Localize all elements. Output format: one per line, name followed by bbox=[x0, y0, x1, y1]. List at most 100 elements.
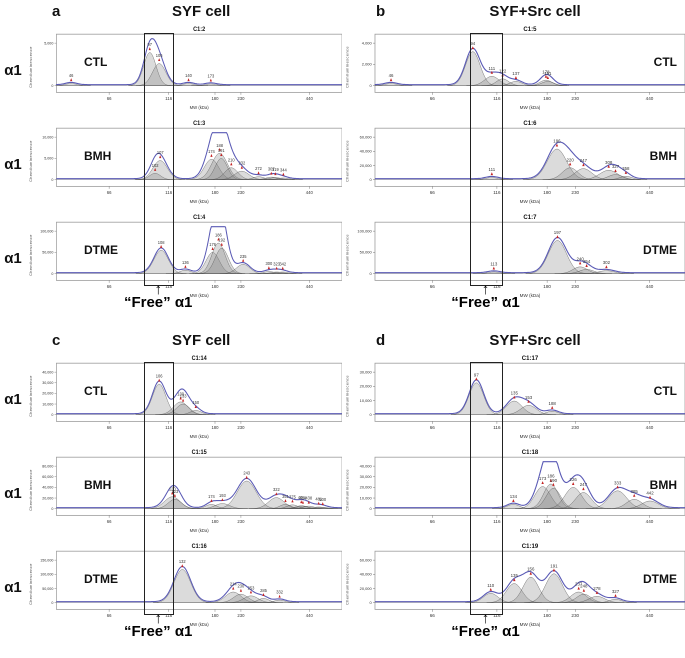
antibody-label: α1 bbox=[4, 249, 22, 267]
svg-text:180: 180 bbox=[211, 190, 219, 195]
svg-text:107: 107 bbox=[157, 150, 164, 155]
svg-text:230: 230 bbox=[571, 519, 579, 524]
svg-text:180: 180 bbox=[543, 425, 551, 430]
y-axis-title: Chemiluminescence bbox=[346, 375, 350, 417]
svg-text:180: 180 bbox=[211, 613, 219, 618]
component-peaks bbox=[152, 569, 300, 603]
svg-text:111: 111 bbox=[489, 167, 496, 172]
component-peaks bbox=[134, 153, 303, 180]
svg-text:220: 220 bbox=[566, 157, 574, 162]
svg-text:440: 440 bbox=[306, 96, 314, 101]
svg-text:230: 230 bbox=[238, 583, 245, 588]
svg-text:180: 180 bbox=[211, 284, 219, 289]
svg-text:100,000: 100,000 bbox=[40, 573, 53, 577]
svg-text:272: 272 bbox=[255, 166, 262, 171]
x-axis-title: MW (kDa) bbox=[520, 293, 541, 298]
svg-text:40,000: 40,000 bbox=[360, 149, 373, 154]
svg-text:0: 0 bbox=[369, 600, 372, 605]
x-axis-title: MW (kDa) bbox=[190, 528, 210, 533]
peak-marker-icons bbox=[489, 568, 617, 597]
svg-text:440: 440 bbox=[646, 284, 654, 289]
y-axis-title: Chemiluminescence bbox=[346, 469, 350, 511]
condition-label: BMH bbox=[649, 478, 677, 492]
svg-text:66: 66 bbox=[107, 96, 112, 101]
condition-label: DTME bbox=[643, 572, 677, 586]
y-axis-ticks: 0 5,000 bbox=[44, 41, 57, 88]
svg-text:440: 440 bbox=[306, 425, 314, 430]
svg-text:188: 188 bbox=[549, 401, 557, 406]
svg-text:50,000: 50,000 bbox=[360, 250, 373, 255]
component-peaks bbox=[465, 573, 637, 603]
svg-text:130: 130 bbox=[177, 391, 184, 396]
svg-text:140: 140 bbox=[185, 73, 192, 78]
component-peaks bbox=[135, 383, 216, 415]
panel-title: SYF+Src cell bbox=[489, 3, 581, 20]
svg-text:46: 46 bbox=[389, 73, 394, 78]
svg-text:332: 332 bbox=[276, 589, 283, 594]
panel-header: b SYF+Src cell bbox=[342, 0, 685, 23]
y-axis-title: Chemiluminescence bbox=[29, 140, 33, 182]
svg-text:440: 440 bbox=[646, 96, 654, 101]
svg-text:102: 102 bbox=[152, 163, 159, 168]
plot-frame bbox=[374, 33, 685, 93]
subplot-row: C1:7 113 197 240 254 302 0 50,000 100,000 66 116 18… bbox=[342, 211, 685, 305]
panel-a: a SYF cell α1 C1:2 46 97 106 140 173 0 5,000 66 11… bbox=[0, 0, 342, 329]
panel-letter: b bbox=[376, 3, 386, 20]
svg-text:116: 116 bbox=[165, 613, 172, 618]
svg-text:40,000: 40,000 bbox=[360, 463, 373, 468]
svg-text:210: 210 bbox=[228, 157, 235, 162]
svg-text:136: 136 bbox=[182, 260, 189, 265]
svg-text:20,000: 20,000 bbox=[360, 586, 373, 591]
svg-text:230: 230 bbox=[237, 519, 245, 524]
svg-text:108: 108 bbox=[158, 240, 165, 245]
svg-text:111: 111 bbox=[489, 66, 496, 71]
svg-text:178: 178 bbox=[542, 70, 550, 75]
svg-text:180: 180 bbox=[543, 519, 551, 524]
svg-text:285: 285 bbox=[260, 588, 267, 593]
svg-text:440: 440 bbox=[646, 425, 654, 430]
x-axis-ticks: 66 116 180 230 440 bbox=[430, 280, 654, 289]
panel-rows: C1:5 46 94 111 122 137 178 181 0 2,000 4,000 66 116 1… bbox=[342, 23, 685, 305]
subplot-row: C1:5 46 94 111 122 137 178 181 0 2,000 4,000 66 116 1… bbox=[342, 23, 685, 117]
svg-text:156: 156 bbox=[527, 567, 535, 572]
electropherogram: C1:18 134 173 186 190 226 247 333 385 442 0 10,000 2… bbox=[342, 446, 685, 540]
svg-text:20,000: 20,000 bbox=[360, 485, 373, 490]
component-peaks bbox=[450, 382, 574, 415]
subplot-row: C1:6 111 196 220 247 308 327 358 0 20,000 40,000 60… bbox=[342, 117, 685, 211]
peak-marker-icons bbox=[475, 377, 554, 409]
svg-text:0: 0 bbox=[369, 83, 372, 88]
svg-text:150: 150 bbox=[192, 400, 199, 405]
condition-label: CTL bbox=[653, 384, 677, 398]
chemiluminescence-trace bbox=[56, 380, 342, 415]
svg-text:243: 243 bbox=[243, 470, 250, 475]
subplot-row: C1:18 134 173 186 190 226 247 333 385 442 0 10,000 2… bbox=[342, 446, 685, 540]
x-axis-title: MW (kDa) bbox=[520, 434, 541, 439]
svg-text:20,000: 20,000 bbox=[360, 163, 373, 168]
antibody-label: α1 bbox=[4, 61, 22, 79]
subplot-row: α1 C1:2 46 97 106 140 173 0 5,000 66 116 180 230 440 C… bbox=[0, 23, 342, 117]
svg-text:116: 116 bbox=[493, 96, 501, 101]
subplot-row: α1 C1:16 132 214 230 253 285 332 0 50,000 100,000 1… bbox=[0, 540, 342, 634]
plot-frame bbox=[374, 456, 685, 516]
svg-text:94: 94 bbox=[470, 41, 475, 46]
svg-text:0: 0 bbox=[369, 271, 372, 276]
svg-text:0: 0 bbox=[369, 506, 372, 511]
svg-text:440: 440 bbox=[646, 190, 654, 195]
svg-text:190: 190 bbox=[550, 478, 558, 483]
svg-text:0: 0 bbox=[369, 177, 372, 182]
trace-plot: C1:17 97 135 153 188 0 10,000 20,000 30,000 66 116… bbox=[346, 355, 685, 439]
panel-b: b SYF+Src cell C1:5 46 94 111 122 137 178 181 0 2… bbox=[342, 0, 685, 329]
svg-text:438: 438 bbox=[305, 495, 312, 500]
svg-text:123: 123 bbox=[172, 489, 179, 494]
electropherogram: C1:2 46 97 106 140 173 0 5,000 66 116 180 230 440 Che… bbox=[26, 23, 342, 117]
svg-text:106: 106 bbox=[156, 373, 163, 378]
svg-text:106: 106 bbox=[156, 53, 163, 58]
svg-text:66: 66 bbox=[430, 284, 436, 289]
svg-text:180: 180 bbox=[211, 425, 219, 430]
svg-text:97: 97 bbox=[148, 42, 153, 47]
y-axis-title: Chemiluminescence bbox=[346, 140, 350, 182]
